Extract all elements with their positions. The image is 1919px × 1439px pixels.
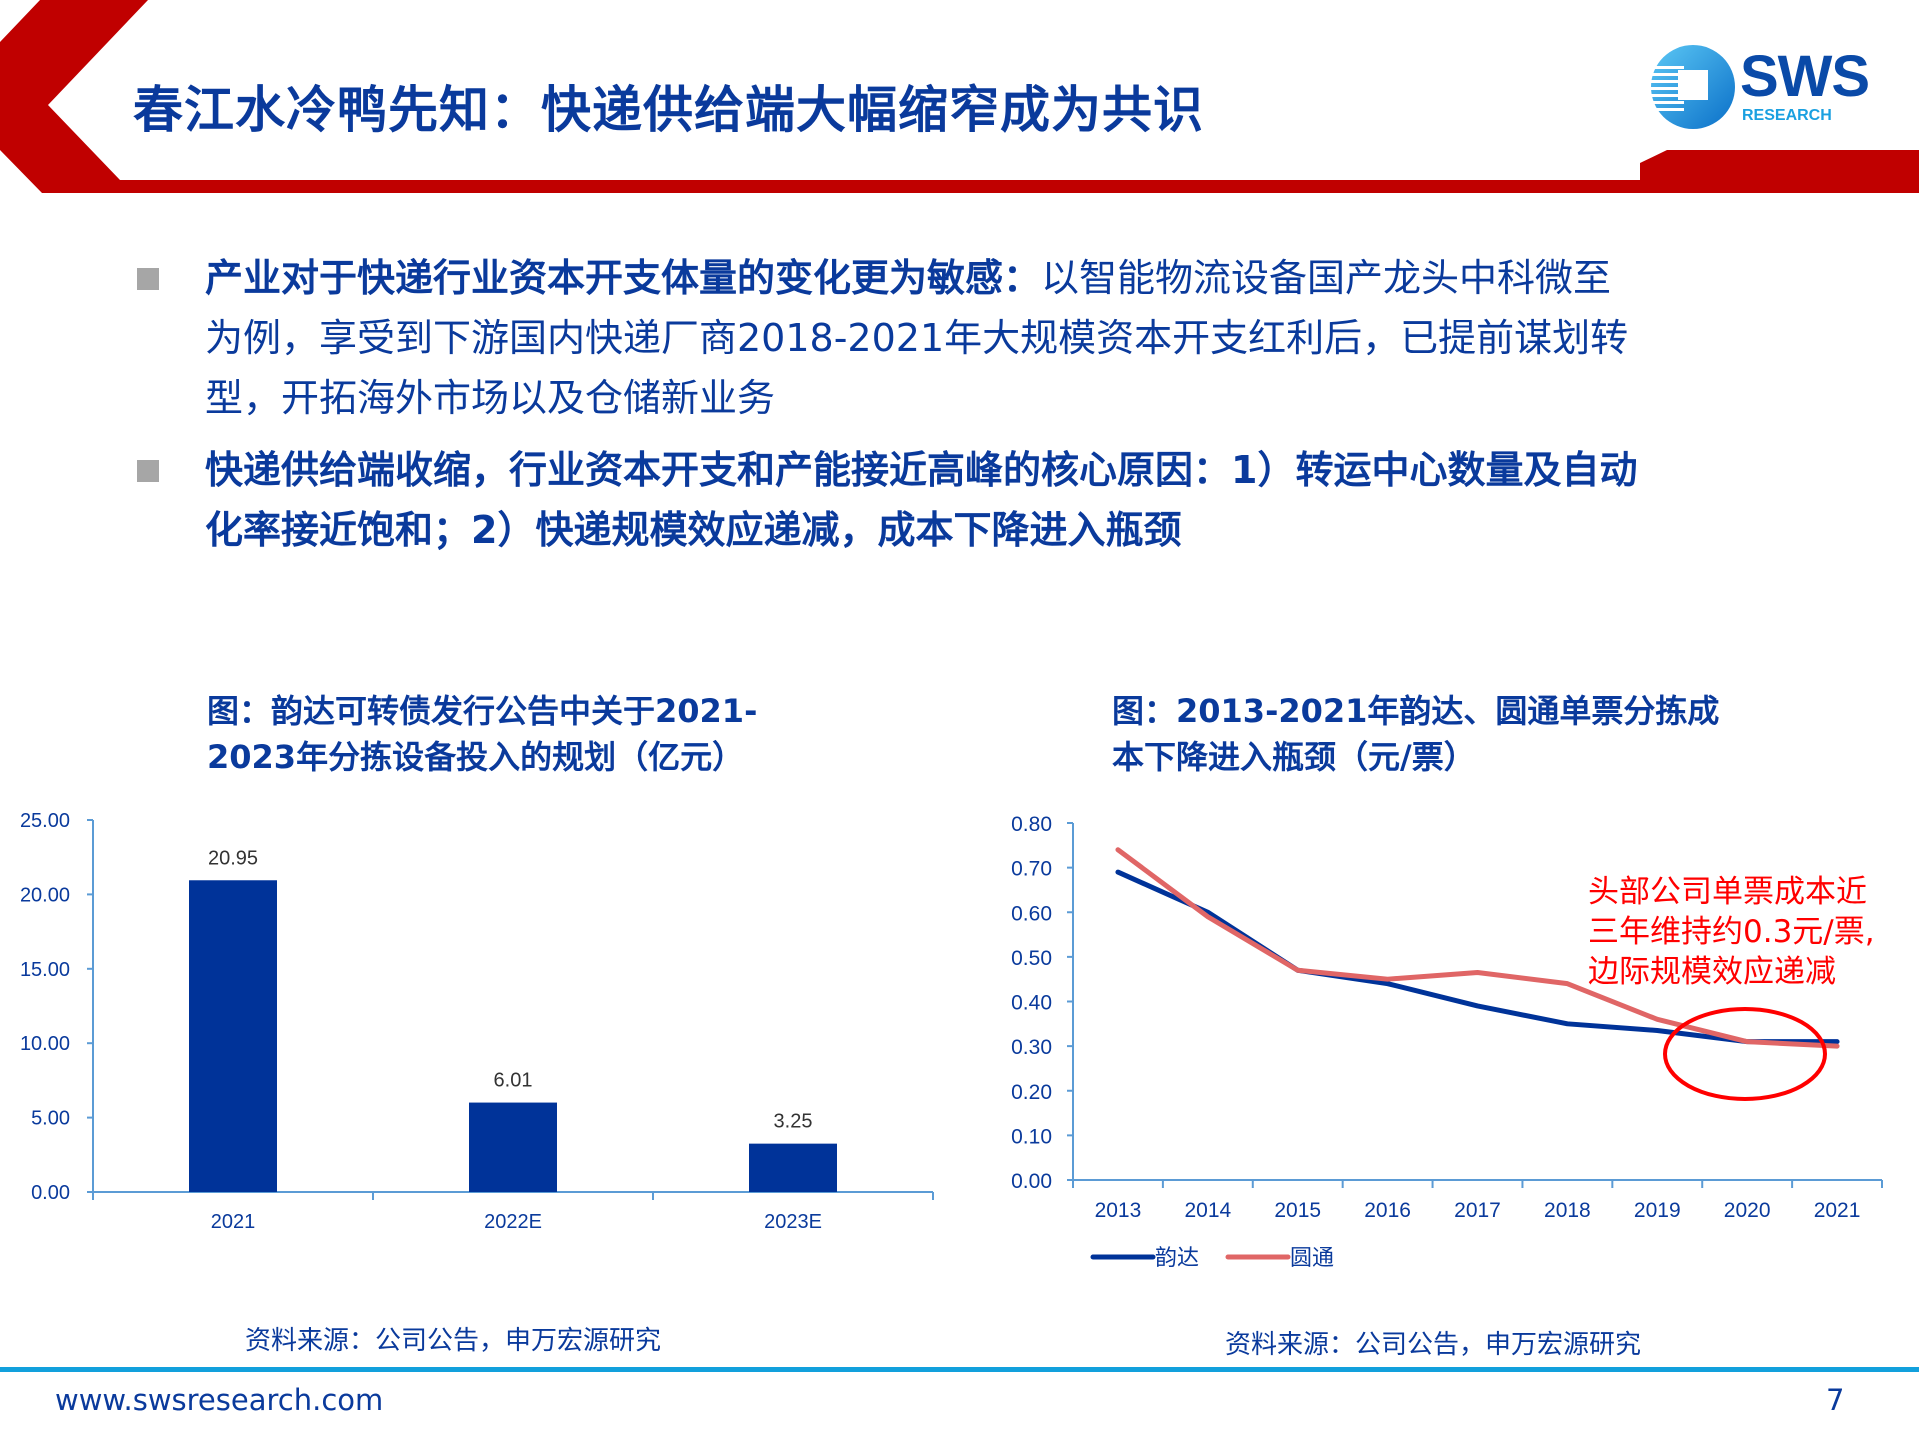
annotation-line-2: 三年维持约0.3元/票,	[1588, 914, 1875, 950]
svg-text:0.60: 0.60	[1011, 902, 1052, 925]
left-caption-line-1: 图：韵达可转债发行公告中关于2021-	[207, 692, 758, 730]
bar-chart-x-axis: 2021 2022E 2023E	[92, 1191, 934, 1233]
svg-text:0.00: 0.00	[1011, 1170, 1052, 1193]
footer-url[interactable]: www.swsresearch.com	[55, 1383, 384, 1417]
svg-text:0.80: 0.80	[1011, 813, 1052, 836]
svg-text:2021: 2021	[1814, 1199, 1861, 1222]
svg-text:0.40: 0.40	[1011, 992, 1052, 1015]
line-chart-y-axis: 0.00 0.10 0.20 0.30 0.40 0.50 0.60 0.70 0.80	[1011, 813, 1074, 1193]
bullet-list: 产业对于快递行业资本开支体量的变化更为敏感：以智能物流设备国产龙头中科微至 为例…	[135, 248, 1835, 560]
svg-text:20.95: 20.95	[208, 847, 258, 869]
svg-text:2017: 2017	[1454, 1199, 1501, 1222]
footer-divider	[0, 1367, 1919, 1372]
svg-text:10.00: 10.00	[20, 1033, 70, 1055]
svg-text:0.30: 0.30	[1011, 1036, 1052, 1059]
right-chart-source: 资料来源：公司公告，申万宏源研究	[1225, 1330, 1642, 1360]
svg-text:0.50: 0.50	[1011, 947, 1052, 970]
svg-text:2021: 2021	[211, 1211, 256, 1233]
line-chart-legend: 韵达 圆通	[1090, 1245, 1334, 1270]
logo-subtitle: RESEARCH	[1742, 107, 1832, 124]
page-number: 7	[1826, 1383, 1845, 1417]
svg-text:2015: 2015	[1274, 1199, 1321, 1222]
legend-item-韵达: 韵达	[1090, 1245, 1199, 1270]
svg-text:韵达: 韵达	[1155, 1245, 1199, 1270]
annotation-line-1: 头部公司单票成本近	[1588, 874, 1867, 910]
svg-text:2020: 2020	[1724, 1199, 1771, 1222]
svg-text:圆通: 圆通	[1290, 1245, 1334, 1270]
square-bullet-icon	[137, 268, 159, 290]
left-chart-caption: 图：韵达可转债发行公告中关于2021- 2023年分拣设备投入的规划（亿元）	[207, 688, 757, 780]
svg-text:5.00: 5.00	[31, 1108, 70, 1130]
legend-item-圆通: 圆通	[1225, 1245, 1334, 1270]
line-chart-x-axis: 2013 2014 2015 2016 2017 2018 2019 2020 2021	[1072, 1179, 1883, 1222]
svg-text:3.25: 3.25	[774, 1111, 813, 1133]
bullet-2-line-2: 化率接近饱和；2）快递规模效应递减，成本下降进入瓶颈	[205, 508, 1182, 552]
sws-logo-icon	[1651, 45, 1735, 129]
bullet-2-line-1: 快递供给端收缩，行业资本开支和产能接近高峰的核心原因：1）转运中心数量及自动	[205, 448, 1638, 492]
svg-text:2016: 2016	[1364, 1199, 1411, 1222]
series-韵达	[1115, 869, 1840, 1045]
svg-text:0.70: 0.70	[1011, 858, 1052, 881]
bullet-1-bold: 产业对于快递行业资本开支体量的变化更为敏感：	[205, 256, 1042, 300]
bullet-item-2: 快递供给端收缩，行业资本开支和产能接近高峰的核心原因：1）转运中心数量及自动 化…	[135, 440, 1835, 560]
svg-text:6.01: 6.01	[494, 1070, 533, 1092]
annotation-line-3: 边际规模效应递减	[1588, 954, 1836, 990]
svg-text:2023E: 2023E	[764, 1211, 822, 1233]
header-decoration	[0, 0, 1919, 193]
bar-2022E: 6.01	[469, 1070, 557, 1192]
highlight-circle	[1663, 1007, 1827, 1101]
bar-chart-y-axis: 0.00 5.00 10.00 15.00 20.00 25.00	[20, 810, 94, 1204]
svg-text:2013: 2013	[1095, 1199, 1142, 1222]
page-title: 春江水冷鸭先知：快递供给端大幅缩窄成为共识	[133, 80, 1204, 139]
bullet-1-line-3: 型，开拓海外市场以及仓储新业务	[205, 376, 776, 420]
svg-text:0.10: 0.10	[1011, 1125, 1052, 1148]
bar-chart-bars: 20.95 6.01 3.25	[189, 847, 837, 1192]
bullet-1-line-2: 为例，享受到下游国内快递厂商2018-2021年大规模资本开支红利后，已提前谋划…	[205, 316, 1629, 360]
left-chart-source: 资料来源：公司公告，申万宏源研究	[245, 1326, 662, 1356]
svg-text:0.00: 0.00	[31, 1182, 70, 1204]
svg-text:15.00: 15.00	[20, 959, 70, 981]
sws-logo: SWS RESEARCH	[1648, 44, 1888, 129]
svg-text:25.00: 25.00	[20, 810, 70, 832]
chart-annotation: 头部公司单票成本近 三年维持约0.3元/票, 边际规模效应递减	[1588, 872, 1875, 992]
bar-2021: 20.95	[189, 847, 277, 1192]
series-圆通	[1115, 847, 1840, 1049]
line-chart: 0.00 0.10 0.20 0.30 0.40 0.50 0.60 0.70 0.80 201…	[1011, 813, 1883, 1270]
bullet-1-text: 以智能物流设备国产龙头中科微至	[1041, 256, 1612, 300]
svg-text:20.00: 20.00	[20, 884, 70, 906]
svg-text:2014: 2014	[1184, 1199, 1231, 1222]
left-caption-line-2: 2023年分拣设备投入的规划（亿元）	[207, 738, 745, 776]
bullet-item-1: 产业对于快递行业资本开支体量的变化更为敏感：以智能物流设备国产龙头中科微至 为例…	[135, 248, 1835, 428]
svg-text:2019: 2019	[1634, 1199, 1681, 1222]
right-caption-line-1: 图：2013-2021年韵达、圆通单票分拣成	[1112, 692, 1720, 730]
svg-text:2018: 2018	[1544, 1199, 1591, 1222]
svg-text:0.20: 0.20	[1011, 1081, 1052, 1104]
right-chart-caption: 图：2013-2021年韵达、圆通单票分拣成 本下降进入瓶颈（元/票）	[1112, 688, 1719, 780]
bar-2023E: 3.25	[749, 1111, 837, 1192]
line-chart-series	[1115, 847, 1840, 1049]
right-caption-line-2: 本下降进入瓶颈（元/票）	[1112, 738, 1476, 776]
square-bullet-icon	[137, 460, 159, 482]
svg-text:2022E: 2022E	[484, 1211, 542, 1233]
logo-name: SWS	[1740, 44, 1870, 109]
